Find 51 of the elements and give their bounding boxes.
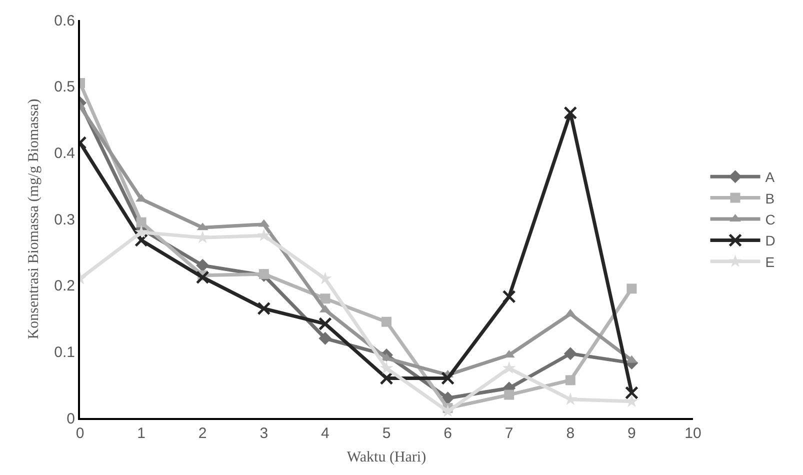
x-tick-label: 4 <box>321 425 330 442</box>
point <box>564 106 578 120</box>
point <box>196 230 210 244</box>
x-tick-label: 1 <box>137 425 146 442</box>
y-tick-label: 0 <box>66 410 75 428</box>
point <box>382 316 392 327</box>
y-tick-label: 0.2 <box>54 278 75 295</box>
x-tick-label: 9 <box>628 425 636 442</box>
y-tick-label: 0.4 <box>54 144 75 162</box>
x-tick-label: 6 <box>444 425 452 442</box>
x-tick-label: 8 <box>566 425 575 442</box>
x-tick-label: 7 <box>504 425 514 442</box>
legend-label: C <box>765 211 776 228</box>
point <box>626 284 637 294</box>
point <box>257 228 271 242</box>
point <box>318 272 332 284</box>
point <box>380 361 394 374</box>
x-tick-label: 10 <box>684 425 702 442</box>
y-tick-label: 0.5 <box>54 78 75 96</box>
point <box>441 371 455 385</box>
legend-label: D <box>765 232 776 249</box>
point <box>136 217 146 228</box>
x-axis-title: Waktu (Hari) <box>346 450 426 466</box>
point <box>257 302 271 316</box>
legend-label: B <box>765 190 775 206</box>
x-tick-label: 3 <box>260 425 268 442</box>
point <box>565 375 576 386</box>
legend-label: E <box>765 254 775 270</box>
point <box>441 392 454 405</box>
point <box>504 390 514 400</box>
point <box>441 404 454 418</box>
point <box>502 361 516 374</box>
point <box>502 290 516 304</box>
legend-label: A <box>765 169 776 186</box>
point <box>564 347 577 360</box>
point <box>258 269 269 280</box>
x-tick-label: 5 <box>382 425 391 442</box>
y-axis-title: Konsentrasi Biomassa (mg/g Biomassa) <box>26 98 42 340</box>
point <box>380 371 394 385</box>
y-tick-label: 0.6 <box>54 12 75 30</box>
point <box>318 317 332 331</box>
point <box>196 258 210 272</box>
x-tick-label: 2 <box>198 425 207 442</box>
point <box>320 294 330 304</box>
point <box>625 394 638 408</box>
point <box>134 225 148 238</box>
y-tick-label: 0.1 <box>54 344 75 361</box>
point <box>196 270 210 284</box>
y-tick-label: 0.3 <box>54 211 75 228</box>
point <box>624 386 638 400</box>
point <box>318 332 332 345</box>
